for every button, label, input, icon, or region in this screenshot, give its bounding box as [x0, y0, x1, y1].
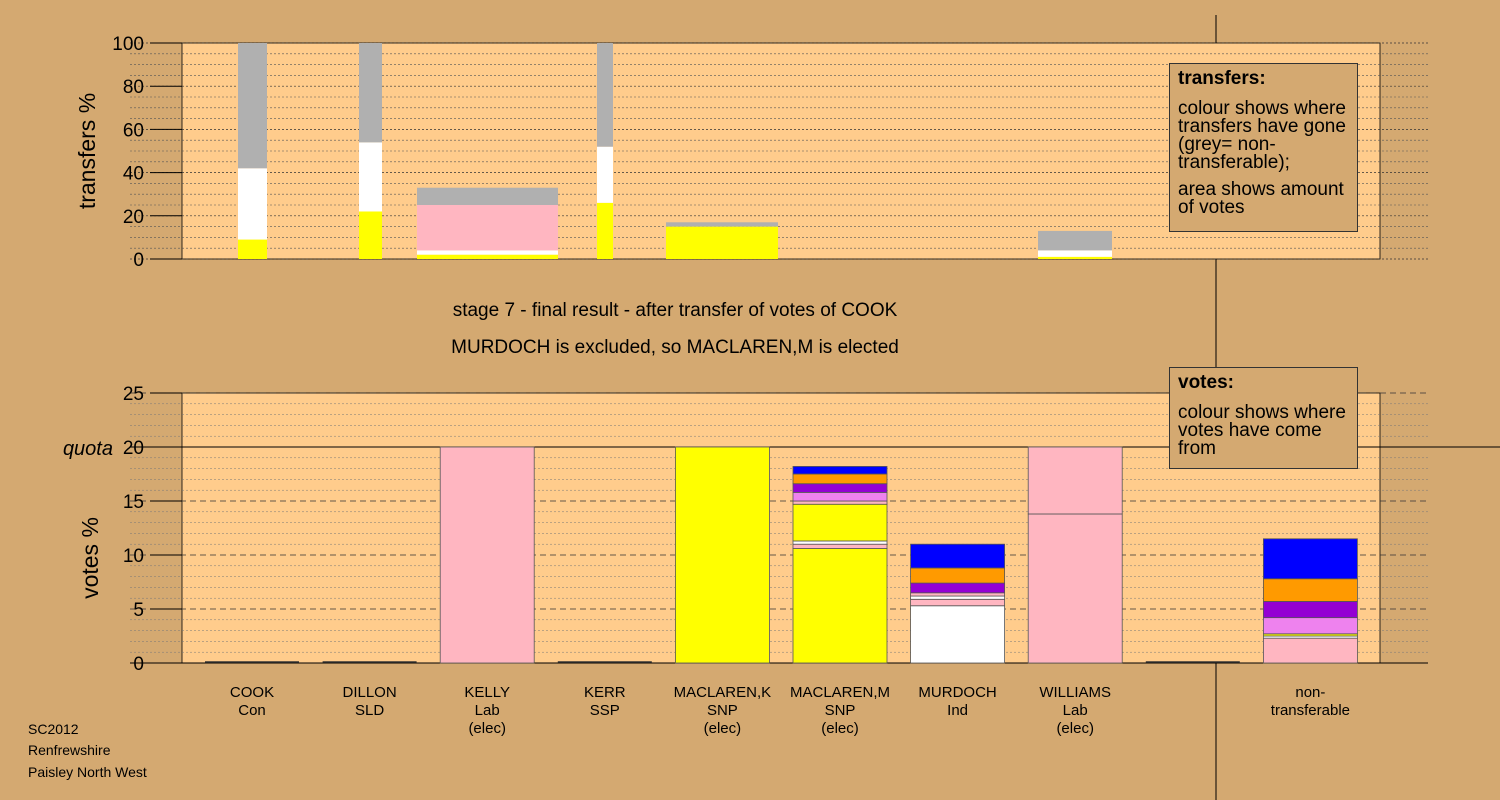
- transfer-bar-segment: [1038, 230, 1112, 251]
- candidate-label: (elec): [468, 720, 506, 737]
- transfer-bar-segment: [666, 222, 778, 227]
- candidate-label: Con: [238, 702, 266, 719]
- vote-bar-segment: [910, 595, 1005, 600]
- vote-bar-segment: [910, 592, 1005, 597]
- vote-bar-segment: [792, 543, 888, 549]
- candidate-label: Ind: [947, 702, 968, 719]
- candidate-label: transferable: [1271, 702, 1350, 719]
- candidate-label: non-: [1295, 684, 1325, 701]
- footer-ward: Paisley North West: [28, 764, 147, 780]
- vote-bar-segment: [792, 540, 888, 545]
- transfer-bar-segment: [597, 202, 613, 259]
- vote-bar-segment: [910, 598, 1005, 607]
- vote-bar-segment: [910, 543, 1005, 569]
- votes-legend-text: colour shows where votes have come from: [1178, 402, 1346, 459]
- transfer-bar-segment: [359, 211, 382, 259]
- stage-caption: stage 7 - final result - after transfer …: [452, 300, 898, 321]
- transfers-legend-text: colour shows where transfers have gone (…: [1178, 98, 1346, 173]
- transfers-tick-label: 0: [133, 250, 144, 271]
- transfer-bar-segment: [238, 43, 267, 169]
- votes-tick-label: 5: [133, 600, 144, 621]
- vote-bar-segment: [792, 503, 888, 542]
- votes-legend: votes: colour shows where votes have com…: [1169, 367, 1358, 469]
- transfers-legend-area-text: area shows amount of votes: [1178, 179, 1344, 218]
- candidate-label: SSP: [590, 702, 620, 719]
- vote-bar-segment: [1027, 446, 1123, 515]
- votes-tick-label: 20: [123, 438, 144, 459]
- candidate-label: (elec): [1056, 720, 1094, 737]
- transfers-tick-label: 20: [123, 207, 144, 228]
- transfer-bar-segment: [417, 250, 558, 255]
- votes-legend-title: votes:: [1178, 372, 1234, 393]
- vote-bar-segment: [1263, 617, 1358, 635]
- transfers-tick-label: 100: [112, 34, 144, 55]
- transfers-legend-title: transfers:: [1178, 68, 1266, 89]
- candidate-label: SLD: [355, 702, 384, 719]
- transfer-bar-segment: [238, 239, 267, 259]
- transfer-bar-segment: [359, 142, 382, 212]
- candidate-label: DILLON: [343, 684, 397, 701]
- candidate-label: Lab: [1063, 702, 1088, 719]
- vote-bar-segment: [910, 567, 1005, 584]
- candidate-label: Lab: [475, 702, 500, 719]
- footer-election: SC2012: [28, 721, 79, 737]
- candidate-label: KELLY: [464, 684, 510, 701]
- votes-tick-label: 15: [123, 492, 144, 513]
- transfers-legend: transfers: colour shows where transfers …: [1169, 63, 1358, 232]
- candidate-label: SNP: [825, 702, 856, 719]
- vote-bar-segment: [910, 605, 1005, 664]
- transfer-bar-segment: [417, 205, 558, 251]
- candidate-label: MURDOCH: [918, 684, 996, 701]
- vote-bar-segment: [1027, 513, 1123, 664]
- candidate-label: (elec): [821, 720, 859, 737]
- vote-bar-segment: [792, 548, 888, 664]
- footer-council: Renfrewshire: [28, 742, 111, 758]
- candidate-label: COOK: [230, 684, 274, 701]
- vote-bar-segment: [439, 446, 535, 664]
- transfers-tick-label: 80: [123, 77, 144, 98]
- transfers-tick-label: 40: [123, 164, 144, 185]
- vote-bar-segment: [792, 466, 888, 475]
- transfer-bar-segment: [666, 226, 778, 259]
- candidate-label: (elec): [704, 720, 742, 737]
- vote-bar-segment: [675, 446, 770, 664]
- vote-bar-segment: [792, 473, 888, 485]
- candidate-label: WILLIAMS: [1039, 684, 1111, 701]
- vote-bar-segment: [792, 500, 888, 505]
- transfer-bar-segment: [1038, 256, 1112, 259]
- candidate-label: SNP: [707, 702, 738, 719]
- votes-tick-label: 25: [123, 384, 144, 405]
- vote-bar-segment: [1263, 578, 1358, 602]
- transfer-bar-segment: [359, 43, 382, 143]
- transfer-bar-segment: [597, 43, 613, 147]
- candidate-label: MACLAREN,K: [674, 684, 772, 701]
- vote-bar-segment: [792, 483, 888, 493]
- vote-bar-segment: [1263, 601, 1358, 619]
- candidate-label: KERR: [584, 684, 626, 701]
- votes-tick-label: 0: [133, 654, 144, 675]
- transfers-tick-label: 60: [123, 120, 144, 141]
- votes-axis-label: votes %: [77, 517, 103, 599]
- transfer-bar-segment: [1038, 250, 1112, 257]
- transfers-axis-label: transfers %: [74, 93, 100, 209]
- transfer-bar-segment: [597, 146, 613, 203]
- transfer-bar-segment: [238, 168, 267, 240]
- vote-bar-segment: [910, 582, 1005, 594]
- vote-bar-segment: [792, 491, 888, 502]
- vote-bar-segment: [1263, 538, 1358, 580]
- quota-label: quota: [63, 438, 113, 460]
- result-caption: MURDOCH is excluded, so MACLAREN,M is el…: [451, 337, 899, 358]
- transfer-bar-segment: [417, 187, 558, 205]
- votes-tick-label: 10: [123, 546, 144, 567]
- candidate-label: MACLAREN,M: [790, 684, 890, 701]
- transfer-bar-segment: [417, 254, 558, 259]
- vote-bar-segment: [1263, 637, 1358, 664]
